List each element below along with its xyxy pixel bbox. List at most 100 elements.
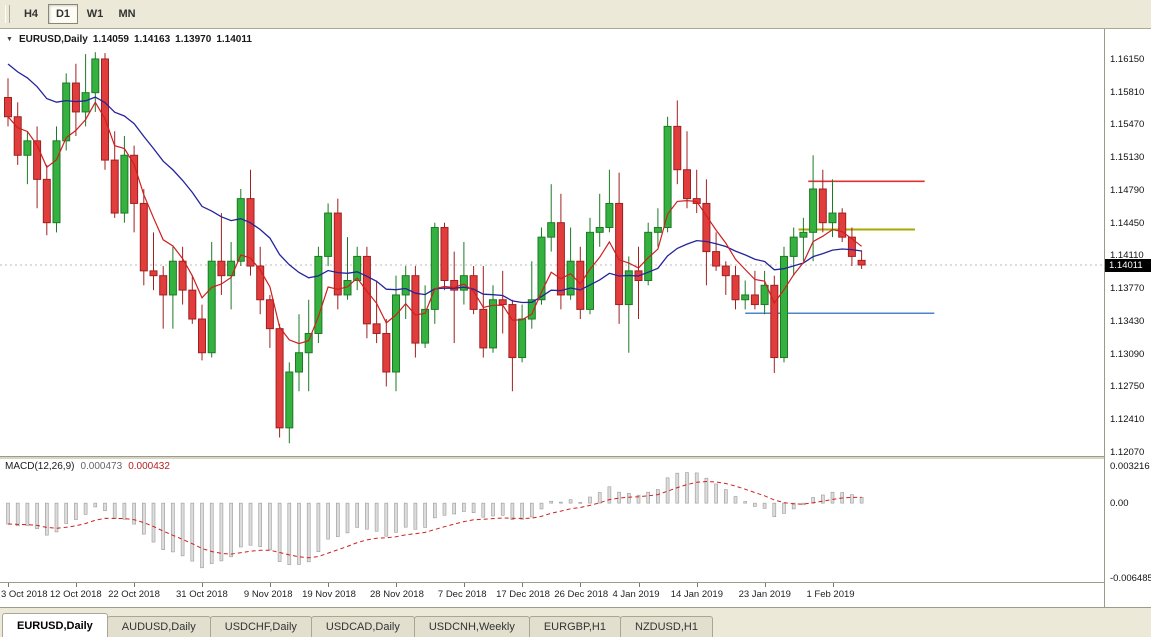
toolbar-grip[interactable]: [5, 5, 10, 23]
macd-histogram-bar: [103, 502, 107, 512]
date-axis-label: 23 Jan 2019: [738, 589, 791, 600]
candle: [809, 155, 818, 262]
macd-histogram-bar: [471, 502, 476, 513]
macd-histogram-bar: [462, 502, 466, 512]
price-axis-tick: 1.14450: [1110, 217, 1145, 229]
candle: [498, 270, 507, 334]
price-axis-tick: 1.16150: [1110, 53, 1145, 65]
date-axis-tick: [638, 583, 640, 587]
candle: [353, 246, 362, 291]
candle: [673, 100, 682, 185]
price-axis[interactable]: 1.16150 1.15810 1.15470 1.15130 1.14790 1.144…: [1104, 29, 1151, 607]
pane-separator[interactable]: [0, 456, 1104, 459]
macd-histogram-bar: [432, 502, 437, 519]
candle: [421, 285, 430, 348]
candle: [518, 304, 527, 363]
candle: [227, 241, 236, 310]
price-pane[interactable]: [0, 29, 1104, 456]
macd-pane[interactable]: [0, 458, 1104, 582]
date-axis-tick: [134, 583, 136, 587]
macd-histogram-bar: [83, 502, 88, 515]
macd-histogram-bar: [491, 502, 495, 517]
macd-histogram-bar: [74, 502, 78, 520]
macd-histogram-bar: [791, 502, 796, 510]
macd-histogram-bar: [277, 502, 282, 562]
macd-histogram-bar: [529, 502, 534, 518]
timeframe-h4-button[interactable]: H4: [16, 4, 46, 24]
candle: [236, 188, 245, 267]
date-axis-label: 22 Oct 2018: [108, 589, 160, 600]
macd-histogram-bar: [665, 477, 670, 504]
candle: [23, 131, 32, 185]
price-axis-tick: 1.15810: [1110, 86, 1145, 98]
macd-histogram-bar: [559, 501, 563, 504]
candle: [33, 126, 42, 209]
chart-tab-bar: EURUSD,Daily AUDUSD,Daily USDCHF,Daily U…: [0, 607, 1151, 637]
macd-histogram-bar: [782, 502, 786, 514]
tab-eurusd-daily[interactable]: EURUSD,Daily: [2, 613, 108, 637]
date-axis-label: 3 Oct 2018: [1, 589, 48, 600]
candle: [13, 102, 22, 165]
date-axis[interactable]: 3 Oct 2018 12 Oct 2018 22 Oct 2018 31 Oct 2…: [0, 582, 1104, 608]
date-axis-label: 17 Dec 2018: [496, 589, 550, 600]
macd-histogram-bar: [607, 486, 612, 504]
macd-histogram-bar: [646, 491, 651, 504]
date-axis-tick: [463, 583, 465, 587]
macd-histogram-bar: [44, 502, 49, 536]
timeframe-mn-button[interactable]: MN: [112, 4, 142, 24]
macd-histogram-bar: [714, 483, 718, 504]
symbol-dropdown-icon[interactable]: ▼: [6, 36, 13, 43]
macd-histogram-bar: [675, 472, 680, 504]
candle: [818, 169, 827, 233]
macd-histogram-bar: [6, 502, 10, 525]
candle: [440, 222, 449, 291]
tab-usdcnh-weekly[interactable]: USDCNH,Weekly: [413, 616, 530, 637]
candle: [799, 217, 808, 262]
candle: [653, 208, 662, 247]
date-axis-tick: [8, 583, 9, 587]
tab-usdchf-daily[interactable]: USDCHF,Daily: [209, 616, 312, 637]
chart-window[interactable]: ▼ EURUSD,Daily 1.14059 1.14163 1.13970 1…: [0, 29, 1151, 608]
candle: [285, 362, 294, 444]
candle: [178, 246, 187, 305]
candle: [120, 136, 129, 223]
candle: [760, 270, 769, 315]
candle: [644, 222, 653, 286]
macd-histogram-bar: [239, 502, 243, 548]
candle: [479, 266, 488, 358]
chart-title: ▼ EURUSD,Daily 1.14059 1.14163 1.13970 1…: [6, 34, 252, 45]
indicator-name: MACD(12,26,9): [5, 461, 75, 472]
macd-histogram-bar: [520, 502, 524, 520]
ohlc-low-value: 1.13970: [175, 34, 212, 45]
date-axis-label: 26 Dec 2018: [554, 589, 609, 600]
macd-histogram-bar: [481, 502, 486, 518]
macd-histogram-bar: [335, 502, 340, 537]
tab-audusd-daily[interactable]: AUDUSD,Daily: [106, 616, 211, 637]
tab-nzdusd-h1[interactable]: NZDUSD,H1: [620, 616, 713, 637]
candle: [198, 304, 206, 361]
date-axis-tick: [580, 583, 582, 587]
macd-histogram-bar: [694, 472, 699, 504]
candle: [663, 116, 672, 233]
macd-histogram-bar: [762, 502, 767, 509]
candle: [168, 246, 177, 329]
macd-histogram-bar: [656, 489, 660, 504]
candle: [459, 241, 468, 305]
ma-fast-line: [7, 101, 862, 345]
macd-histogram-bar: [219, 502, 224, 562]
macd-histogram-bar: [93, 502, 98, 508]
price-axis-tick: 1.14790: [1110, 184, 1145, 196]
timeframe-d1-button[interactable]: D1: [48, 4, 78, 24]
candle: [556, 193, 565, 310]
tab-eurgbp-h1[interactable]: EURGBP,H1: [528, 616, 621, 637]
candle: [547, 184, 556, 252]
macd-histogram-bar: [723, 489, 728, 504]
macd-histogram-bar: [452, 502, 457, 515]
candle: [411, 266, 420, 358]
timeframe-w1-button[interactable]: W1: [80, 4, 110, 24]
macd-histogram-bar: [394, 502, 398, 533]
tab-usdcad-daily[interactable]: USDCAD,Daily: [310, 616, 415, 637]
indicator-macd-value: 0.000473: [80, 461, 123, 472]
macd-histogram-bar: [617, 491, 621, 504]
